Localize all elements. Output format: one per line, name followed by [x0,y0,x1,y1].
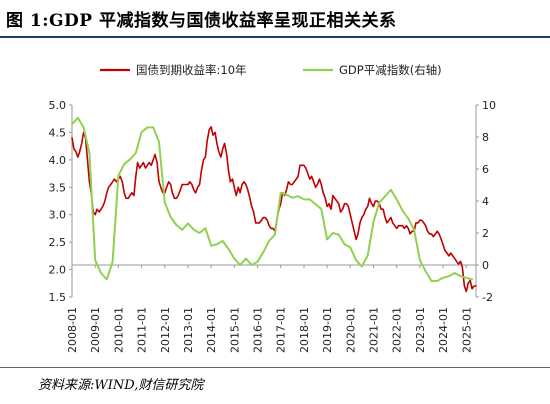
x-tick-label: 2015-01 [228,307,241,353]
legend-label: 国债到期收益率:10年 [136,63,247,77]
y-left-tick-label: 2.5 [49,236,67,249]
title-rule [0,36,550,38]
figure-title: 图 1:GDP 平减指数与国债收益率呈现正相关关系 [6,11,397,31]
series-line-bond-yield [71,126,477,293]
y-left-tick-label: 4.5 [49,126,67,139]
y-left-tick-label: 5.0 [49,99,67,112]
x-tick-label: 2014-01 [205,307,218,353]
y-right-tick-label: 2 [482,227,489,240]
x-tick-label: 2016-01 [252,307,265,353]
x-tick-label: 2022-01 [391,307,404,353]
x-tick-label: 2009-01 [89,307,102,353]
x-tick-label: 2023-01 [414,307,427,353]
x-tick-label: 2019-01 [321,307,334,353]
x-tick-label: 2024-01 [437,307,450,353]
y-left-tick-label: 4.0 [49,154,67,167]
x-tick-label: 2013-01 [182,307,195,353]
x-tick-label: 2010-01 [112,307,125,353]
y-right-tick-label: 10 [482,99,496,112]
y-left-tick-label: 3.0 [49,209,67,222]
y-left-tick-label: 2.0 [49,264,67,277]
x-tick-label: 2011-01 [136,307,149,353]
x-tick-label: 2025-01 [460,307,473,353]
y-left-tick-label: 3.5 [49,181,67,194]
source-note: 资料来源:WIND,财信研究院 [38,378,204,393]
x-tick-label: 2017-01 [275,307,288,353]
x-tick-label: 2012-01 [159,307,172,353]
legend-label: GDP平减指数(右轴) [339,63,442,77]
x-tick-label: 2020-01 [344,307,357,353]
x-tick-label: 2018-01 [298,307,311,353]
y-right-tick-label: 6 [482,163,489,176]
y-right-tick-label: 0 [482,259,489,272]
chart-series [71,116,477,293]
chart-legend: 国债到期收益率:10年 GDP平减指数(右轴) [100,63,442,77]
source-rule [0,367,550,368]
y-left-tick-label: 1.5 [49,291,67,304]
y-right-tick-label: 4 [482,195,489,208]
chart: 1.5 2.0 2.5 3.0 3.5 4.0 4.5 5.0 -2 0 2 4 6 8 10 2008-01… [49,63,497,353]
x-tick-label: 2008-01 [66,307,79,353]
series-line-gdp-deflator [71,116,474,282]
y-right-tick-label: 8 [482,131,489,144]
chart-axes: 1.5 2.0 2.5 3.0 3.5 4.0 4.5 5.0 -2 0 2 4 6 8 10 2008-01… [49,99,497,353]
x-tick-label: 2021-01 [367,307,380,353]
y-right-tick-label: -2 [482,291,493,304]
